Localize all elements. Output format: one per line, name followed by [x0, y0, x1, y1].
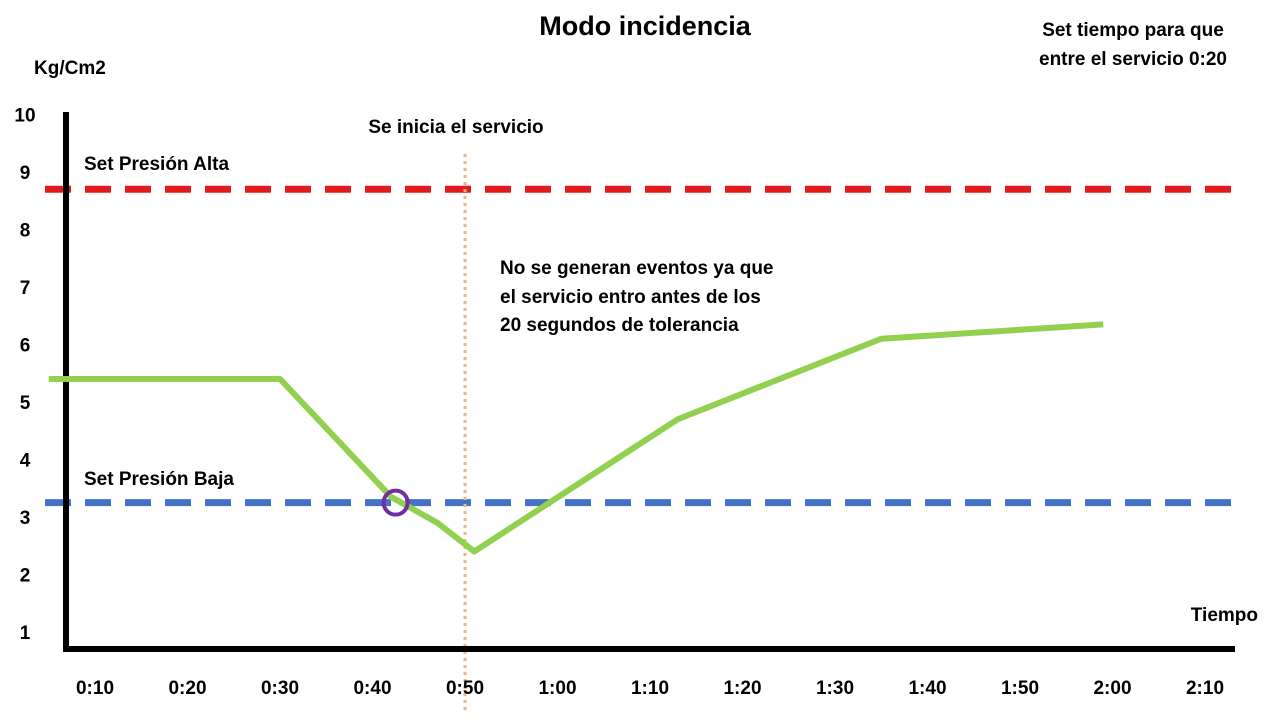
x-tick-label: 0:40: [353, 678, 391, 699]
y-tick-label: 7: [20, 278, 31, 299]
x-tick-label: 1:00: [538, 678, 576, 699]
service-start-label: Se inicia el servicio: [368, 117, 543, 138]
y-tick-label: 9: [20, 163, 31, 184]
y-tick-label: 10: [14, 106, 35, 127]
annotation-line-1: No se generan eventos ya que: [500, 258, 774, 279]
y-tick-label: 8: [20, 221, 31, 242]
y-tick-label: 4: [20, 451, 31, 472]
pressure-series-line: [48, 321, 1104, 555]
x-tick-label: 2:10: [1186, 678, 1224, 699]
y-tick-label: 6: [20, 336, 31, 357]
y-axis-label: Kg/Cm2: [34, 58, 106, 79]
x-tick-label: 0:20: [168, 678, 206, 699]
x-tick-label: 1:10: [631, 678, 669, 699]
x-tick-label: 1:50: [1001, 678, 1039, 699]
annotation-line-3: 20 segundos de tolerancia: [500, 315, 739, 336]
x-tick-label: 1:30: [816, 678, 854, 699]
threshold-high-label: Set Presión Alta: [84, 154, 229, 175]
x-tick-label: 0:30: [261, 678, 299, 699]
chart-title: Modo incidencia: [539, 11, 752, 41]
y-tick-label: 2: [20, 566, 31, 587]
x-tick-label: 0:10: [76, 678, 114, 699]
y-tick-label: 5: [20, 393, 31, 414]
y-tick-label: 3: [20, 508, 31, 529]
y-tick-label: 1: [20, 623, 31, 644]
x-tick-label: 0:50: [446, 678, 484, 699]
threshold-low-label: Set Presión Baja: [84, 469, 234, 490]
x-tick-label: 2:00: [1093, 678, 1131, 699]
service-time-note-line-1: Set tiempo para que: [1042, 20, 1224, 41]
x-tick-label: 1:40: [908, 678, 946, 699]
service-time-note-line-2: entre el servicio 0:20: [1039, 49, 1227, 70]
crossing-marker: [381, 488, 410, 517]
annotation-line-2: el servicio entro antes de los: [500, 287, 761, 308]
x-axis-label: Tiempo: [1191, 605, 1258, 626]
x-tick-label: 1:20: [723, 678, 761, 699]
